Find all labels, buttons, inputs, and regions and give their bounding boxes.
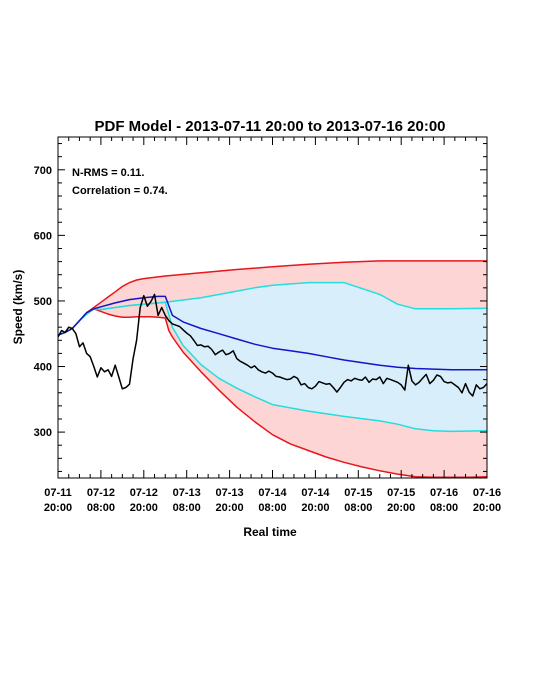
outer-lower-line — [58, 308, 487, 478]
x-tick-label-date: 07-14 — [258, 487, 287, 499]
x-tick-label-date: 07-14 — [301, 487, 330, 499]
x-tick-label-time: 20:00 — [301, 502, 329, 514]
y-tick-label: 500 — [34, 296, 52, 308]
x-tick-label-date: 07-13 — [173, 487, 201, 499]
inner-lower-line — [58, 301, 487, 433]
y-tick-label: 600 — [34, 230, 52, 242]
chart-title: PDF Model - 2013-07-11 20:00 to 2013-07-… — [94, 118, 445, 135]
x-tick-label-date: 07-13 — [216, 487, 244, 499]
x-tick-label-date: 07-15 — [387, 487, 415, 499]
x-tick-label-date: 07-12 — [87, 487, 115, 499]
x-tick-label-time: 08:00 — [344, 502, 372, 514]
x-tick-label-time: 20:00 — [130, 502, 158, 514]
inner-band — [58, 282, 487, 432]
axis-ticks: 300 400 500 600 700 07-11 20:00 07-12 08:00 07-12… — [34, 137, 501, 514]
x-tick-label-time: 08:00 — [87, 502, 115, 514]
x-tick-label-time: 20:00 — [44, 502, 72, 514]
x-tick-label-time: 20:00 — [387, 502, 415, 514]
x-tick-label-date: 07-16 — [430, 487, 458, 499]
x-tick-label-time: 08:00 — [173, 502, 201, 514]
x-tick-label-date: 07-15 — [344, 487, 372, 499]
x-tick-label-time: 08:00 — [258, 502, 286, 514]
x-tick-label-time: 20:00 — [216, 502, 244, 514]
series-lines — [58, 260, 487, 478]
correlation-annotation: Correlation = 0.74. — [72, 185, 168, 197]
x-tick-label-date: 07-11 — [44, 487, 72, 499]
y-axis-label: Speed (km/s) — [11, 270, 25, 345]
x-tick-label-date: 07-16 — [473, 487, 501, 499]
y-tick-label: 300 — [34, 427, 52, 439]
x-tick-label-time: 20:00 — [473, 502, 501, 514]
x-tick-label-time: 08:00 — [430, 502, 458, 514]
nrms-annotation: N-RMS = 0.11. — [72, 167, 144, 179]
observed-line — [58, 293, 487, 397]
x-axis-label: Real time — [243, 525, 297, 539]
y-tick-label: 400 — [34, 362, 52, 374]
x-tick-label-date: 07-12 — [130, 487, 158, 499]
model-line — [58, 295, 487, 371]
y-tick-label: 700 — [34, 165, 52, 177]
